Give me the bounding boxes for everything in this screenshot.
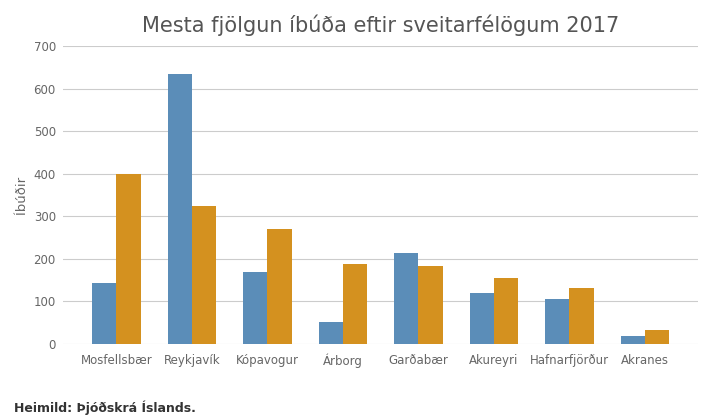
Bar [419, 266, 443, 344]
Y-axis label: Íbúðir: Íbúðir [15, 176, 28, 214]
Bar [621, 336, 645, 344]
Bar [570, 288, 594, 344]
Bar [494, 278, 518, 344]
Bar [470, 293, 494, 344]
Bar [116, 174, 140, 344]
Legend: 2016, 2017: 2016, 2017 [314, 416, 448, 419]
Text: Heimild: Þjóðskrá Íslands.: Heimild: Þjóðskrá Íslands. [14, 400, 196, 415]
Title: Mesta fjölgun íbúða eftir sveitarfélögum 2017: Mesta fjölgun íbúða eftir sveitarfélögum… [142, 15, 620, 36]
Bar [267, 229, 292, 344]
Bar [92, 283, 116, 344]
Bar [645, 330, 670, 344]
Bar [545, 299, 570, 344]
Bar [394, 253, 419, 344]
Bar [168, 74, 192, 344]
Bar [343, 264, 367, 344]
Bar [243, 272, 267, 344]
Bar [319, 322, 343, 344]
Bar [192, 206, 216, 344]
